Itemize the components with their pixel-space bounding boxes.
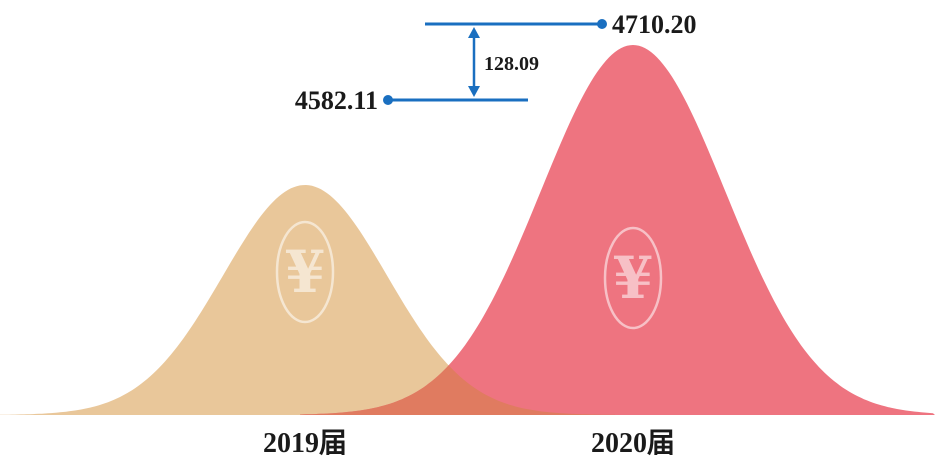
yen-icon-2020: ¥ — [603, 226, 663, 330]
arrowhead-up-icon — [468, 27, 480, 38]
difference-label: 128.09 — [484, 53, 539, 75]
yen-ring-icon — [603, 226, 663, 330]
value-label-2019: 4582.11 — [295, 86, 378, 115]
yen-ring-icon — [275, 220, 335, 324]
arrowhead-down-icon — [468, 86, 480, 97]
category-label-2020: 2020届 — [591, 428, 675, 459]
curve-2020 — [300, 45, 935, 415]
yen-icon: ¥ — [613, 244, 653, 312]
yen-icon: ¥ — [285, 238, 325, 306]
marker-dot-2020 — [597, 19, 607, 29]
curve-2019 — [0, 185, 615, 415]
value-label-2020: 4710.20 — [612, 10, 697, 39]
marker-dot-2019 — [383, 95, 393, 105]
category-label-2019: 2019届 — [263, 428, 347, 459]
yen-icon-2019: ¥ — [275, 220, 335, 324]
